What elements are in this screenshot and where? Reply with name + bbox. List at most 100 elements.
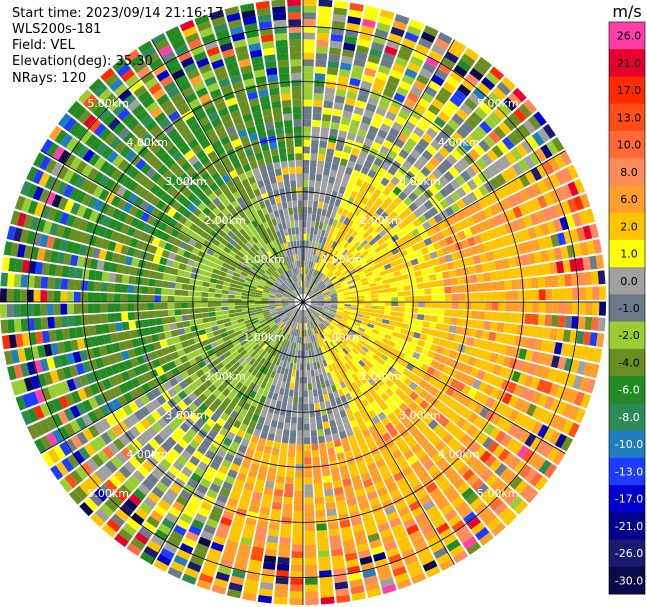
ppi-bin: [418, 471, 430, 483]
ppi-bin: [332, 267, 339, 274]
ppi-bin: [154, 504, 168, 517]
ppi-bin: [310, 429, 318, 438]
ppi-bin: [145, 137, 158, 150]
ppi-bin: [179, 422, 190, 433]
ppi-bin: [53, 277, 62, 290]
ppi-bin: [274, 372, 280, 380]
ppi-bin: [136, 374, 147, 385]
ppi-bin: [109, 78, 124, 92]
ppi-bin: [468, 148, 481, 161]
ppi-bin: [255, 336, 263, 344]
ppi-bin: [475, 222, 486, 233]
ppi-bin: [306, 329, 309, 337]
ppi-bin: [423, 314, 431, 322]
ppi-bin: [337, 334, 344, 341]
ppi-bin: [266, 474, 276, 483]
ppi-bin: [217, 375, 227, 384]
ppi-bin: [274, 261, 281, 269]
ppi-bin: [344, 296, 352, 300]
ppi-bin: [374, 246, 383, 254]
ppi-bin: [333, 242, 340, 251]
ppi-bin: [143, 371, 153, 382]
ppi-bin: [318, 282, 324, 288]
ppi-bin: [430, 435, 442, 447]
ppi-bin: [327, 284, 334, 290]
ppi-bin: [255, 478, 266, 487]
ppi-bin: [188, 98, 201, 110]
ppi-bin: [433, 352, 442, 362]
ppi-bin: [257, 285, 265, 290]
ppi-bin: [390, 176, 400, 186]
ppi-bin: [420, 246, 430, 256]
ppi-bin: [429, 386, 440, 397]
ppi-bin: [243, 233, 252, 242]
ppi-bin: [276, 379, 282, 388]
ppi-bin: [3, 241, 13, 256]
ppi-bin: [281, 401, 288, 410]
ppi-bin: [300, 316, 303, 324]
ppi-bin: [92, 171, 105, 185]
ppi-bin: [257, 282, 265, 288]
ppi-bin: [278, 251, 284, 260]
ppi-bin: [293, 290, 299, 296]
ppi-bin: [271, 286, 278, 291]
ppi-bin: [236, 413, 245, 423]
ppi-bin: [368, 125, 379, 135]
ppi-bin: [236, 365, 244, 373]
ppi-bin: [77, 388, 88, 401]
ppi-bin: [182, 235, 192, 244]
ppi-bin: [344, 274, 352, 280]
ppi-bin: [483, 350, 493, 362]
ppi-bin: [48, 329, 57, 343]
ppi-bin: [373, 113, 384, 123]
ppi-bin: [103, 261, 112, 272]
ppi-bin: [411, 243, 421, 252]
ppi-bin: [198, 573, 214, 584]
ppi-bin: [182, 26, 198, 38]
ppi-bin: [204, 344, 213, 352]
ppi-bin: [578, 287, 586, 300]
ppi-bin: [281, 299, 289, 302]
ppi-bin: [163, 140, 175, 152]
ppi-bin: [299, 383, 303, 391]
ppi-bin: [450, 149, 463, 161]
ppi-bin: [277, 244, 283, 252]
ppi-bin: [288, 277, 294, 284]
ppi-bin: [397, 109, 410, 121]
ppi-bin: [414, 432, 425, 443]
ppi-bin: [493, 502, 508, 516]
ppi-bin: [325, 501, 336, 510]
ppi-bin: [568, 405, 580, 421]
ppi-bin: [33, 152, 46, 168]
ppi-bin: [80, 291, 88, 302]
ppi-bin: [120, 68, 136, 83]
ppi-bin: [524, 488, 539, 504]
ppi-bin: [433, 546, 448, 560]
ppi-bin: [211, 584, 227, 595]
ppi-bin: [252, 244, 260, 252]
ppi-bin: [248, 419, 257, 429]
ppi-bin: [275, 245, 281, 254]
ppi-bin: [27, 200, 39, 215]
ppi-bin: [317, 26, 330, 34]
ppi-bin: [279, 449, 288, 457]
ppi-bin: [375, 216, 384, 225]
ppi-bin: [251, 228, 258, 236]
ppi-bin: [409, 278, 417, 285]
ppi-bin: [334, 283, 341, 288]
ppi-bin: [195, 227, 204, 236]
ppi-bin: [214, 334, 223, 341]
ppi-bin: [486, 149, 499, 162]
ppi-bin: [255, 292, 263, 296]
ppi-bin: [344, 299, 352, 302]
ppi-bin: [232, 271, 241, 278]
ppi-bin: [140, 212, 151, 223]
ppi-bin: [87, 196, 98, 209]
ppi-bin: [338, 265, 346, 272]
ppi-bin: [408, 566, 424, 578]
ppi-bin: [318, 265, 324, 272]
ppi-bin: [94, 357, 105, 369]
ppi-bin: [134, 409, 145, 421]
ppi-bin: [330, 275, 337, 282]
